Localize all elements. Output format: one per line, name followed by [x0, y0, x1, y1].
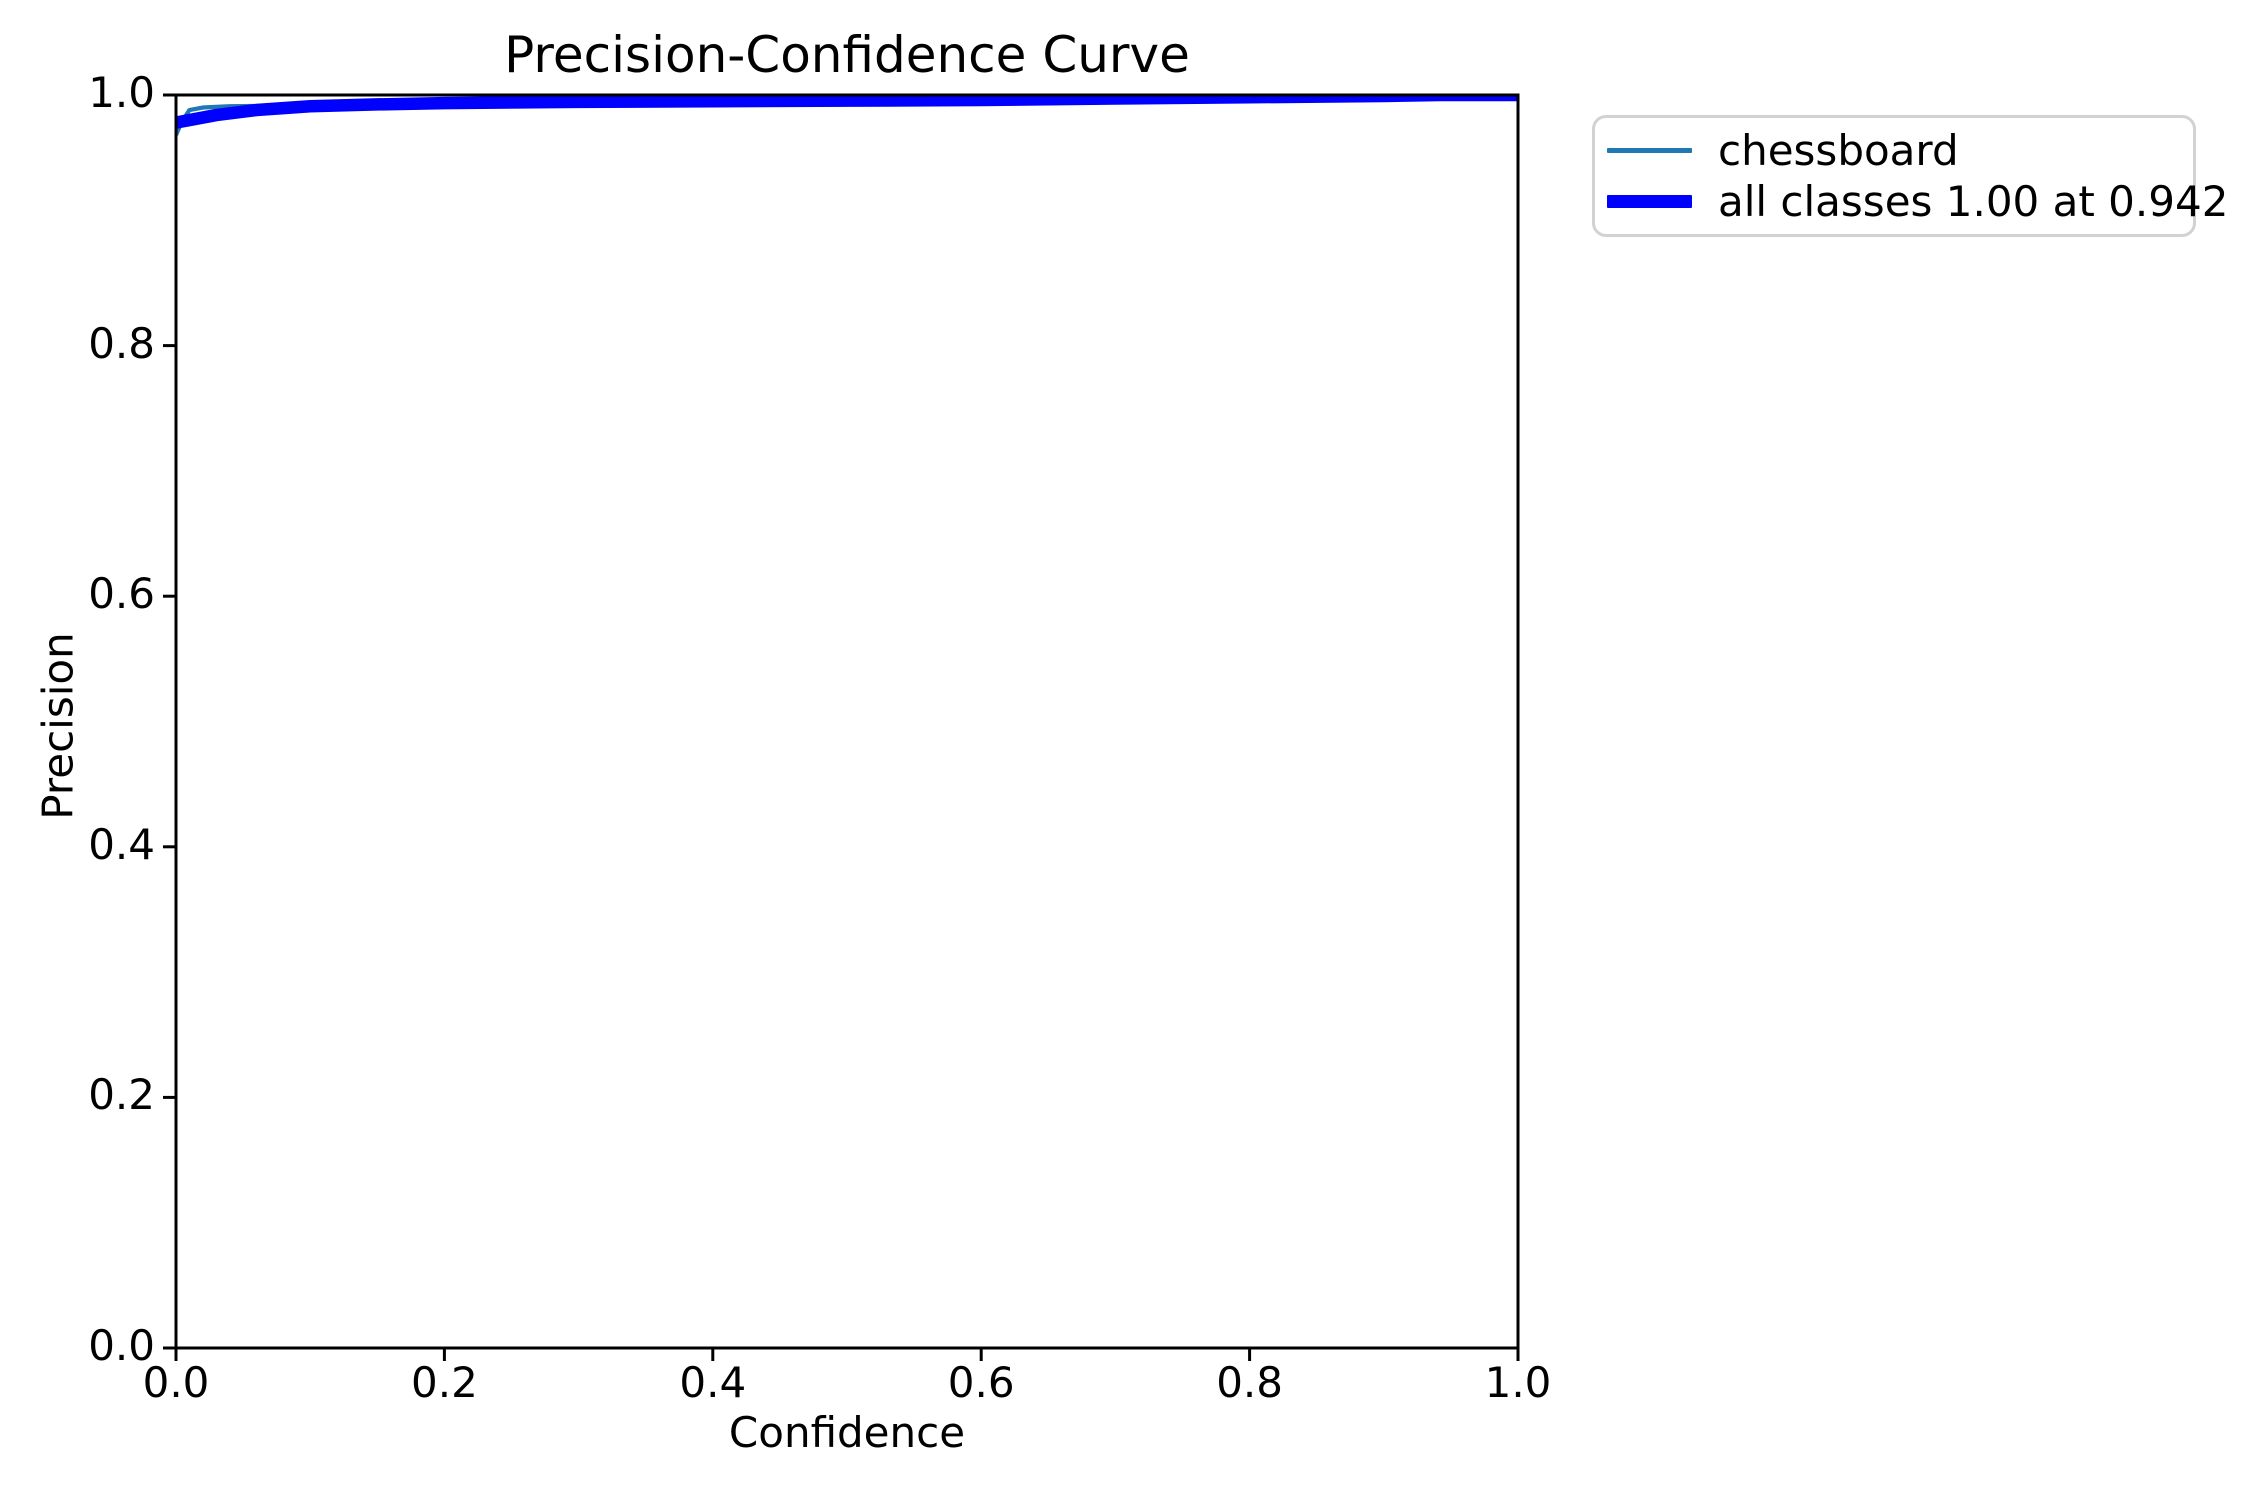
y-tick-label-1.0: 1.0	[88, 68, 155, 117]
axes-spines	[174, 93, 1520, 1350]
y-tick-label-0.8: 0.8	[88, 318, 155, 368]
y-tick-label-0.0: 0.0	[88, 1321, 155, 1370]
legend-line-sample-all-classes	[1607, 195, 1692, 208]
y-tick-label-0.2: 0.2	[88, 1070, 155, 1120]
x-tick-label-0.2: 0.2	[410, 1358, 478, 1407]
x-tick-label-0.4: 0.4	[679, 1358, 747, 1407]
chart-title: Precision-Confidence Curve	[504, 26, 1190, 84]
legend-item-all-classes: all classes 1.00 at 0.942	[1607, 177, 2228, 226]
x-tick-label-0.8: 0.8	[1216, 1358, 1283, 1407]
legend-line-sample-chessboard	[1607, 148, 1692, 153]
x-axis-label: Confidence	[728, 1408, 966, 1457]
y-axis-label: Precision	[33, 632, 83, 820]
axis-ticks	[163, 93, 1520, 1361]
curves-layer	[176, 95, 1518, 136]
axes-layer	[163, 93, 1520, 1361]
legend-label-all-classes: all classes 1.00 at 0.942	[1718, 177, 2229, 226]
y-tick-label-0.4: 0.4	[88, 819, 155, 869]
legend: chessboard all classes 1.00 at 0.942	[1592, 115, 2228, 237]
legend-label-chessboard: chessboard	[1718, 126, 1959, 175]
x-tick-label-1.0: 1.0	[1484, 1358, 1552, 1407]
x-tick-label-0.0: 0.0	[142, 1358, 210, 1407]
y-tick-label-0.6: 0.6	[88, 569, 155, 619]
series-line-all-classes-1-00-at-0-942	[176, 95, 1518, 129]
legend-item-chessboard: chessboard	[1607, 126, 2183, 175]
x-tick-label-0.6: 0.6	[947, 1358, 1015, 1407]
